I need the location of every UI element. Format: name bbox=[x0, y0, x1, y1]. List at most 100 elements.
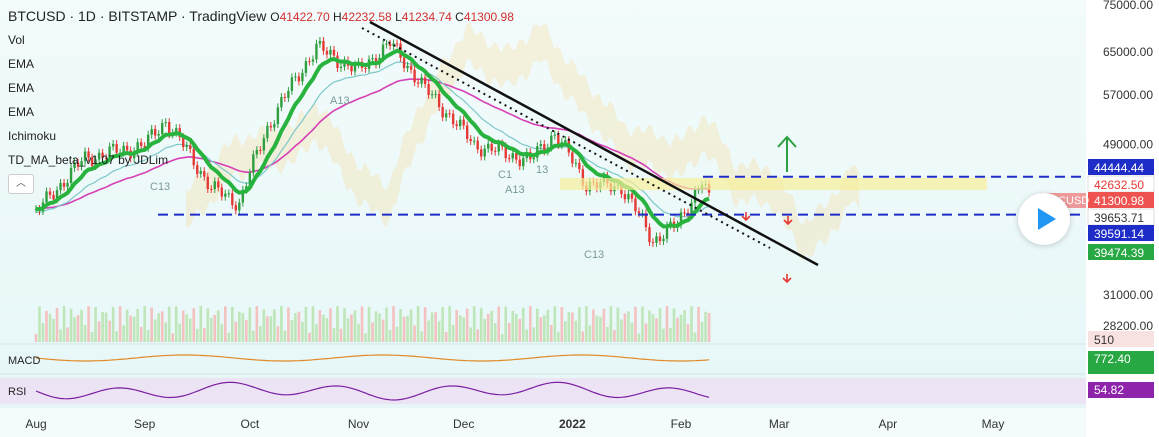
candle bbox=[564, 140, 567, 143]
candle bbox=[451, 113, 455, 125]
x-tick-label: Aug bbox=[25, 417, 46, 431]
candle bbox=[227, 193, 231, 195]
annotation: C13 bbox=[584, 249, 604, 261]
macd-value-bg bbox=[1088, 351, 1154, 367]
volume-bar bbox=[273, 309, 276, 342]
price-label: 39591.14 bbox=[1094, 227, 1144, 241]
candle bbox=[311, 59, 315, 62]
candle bbox=[297, 76, 301, 82]
volume-bar bbox=[262, 309, 266, 342]
volume-bar bbox=[700, 321, 704, 342]
candle bbox=[441, 107, 444, 118]
indicator-ichimoku[interactable]: Ichimoku bbox=[8, 129, 57, 143]
volume-bar bbox=[476, 329, 479, 342]
indicator-ema[interactable]: EMA bbox=[8, 81, 35, 95]
candle bbox=[48, 191, 52, 195]
price-label-bg bbox=[1088, 159, 1154, 175]
volume-bar bbox=[213, 314, 217, 342]
volume-bar bbox=[188, 318, 192, 342]
volume-bar bbox=[528, 306, 532, 342]
candle bbox=[690, 202, 693, 216]
symbol[interactable]: BTCUSD bbox=[8, 8, 66, 24]
volume-bar bbox=[409, 309, 413, 342]
volume-bar bbox=[388, 330, 392, 342]
candle bbox=[388, 43, 392, 46]
x-tick-label: Sep bbox=[134, 417, 156, 431]
volume-bar bbox=[223, 306, 227, 342]
candle bbox=[490, 143, 493, 151]
volume-bar bbox=[490, 310, 494, 342]
indicator-td-ma[interactable]: TD_MA_beta_v1.07 by JDLim bbox=[8, 153, 169, 167]
candle bbox=[637, 211, 641, 214]
volume-bar bbox=[104, 312, 108, 342]
candle bbox=[52, 194, 55, 200]
macd-value2-bg bbox=[1088, 367, 1154, 374]
candle bbox=[259, 149, 262, 151]
volume-bar bbox=[216, 310, 220, 342]
candle bbox=[557, 134, 560, 146]
volume-bar bbox=[500, 333, 504, 342]
volume-bar bbox=[283, 330, 287, 342]
collapse-indicators-icon[interactable]: ︿ bbox=[8, 174, 34, 194]
volume-bar bbox=[392, 306, 395, 342]
volume-bar bbox=[62, 306, 66, 342]
indicator-vol[interactable]: Vol bbox=[8, 33, 25, 47]
volume-bar bbox=[294, 312, 297, 342]
volume-bar bbox=[564, 321, 567, 342]
candle bbox=[350, 65, 353, 72]
ema-line bbox=[35, 78, 710, 210]
volume-bar bbox=[511, 310, 515, 342]
candle bbox=[497, 143, 500, 152]
candle bbox=[66, 183, 69, 187]
candle bbox=[325, 50, 329, 55]
candle bbox=[276, 107, 280, 125]
indicator-ema[interactable]: EMA bbox=[8, 105, 35, 119]
play-icon[interactable] bbox=[1018, 193, 1070, 245]
volume-bar bbox=[574, 320, 578, 342]
x-tick-label: Oct bbox=[240, 417, 259, 431]
interval[interactable]: 1D bbox=[78, 8, 96, 24]
time-axis bbox=[0, 408, 1086, 437]
volume-bar bbox=[231, 306, 234, 342]
candle bbox=[255, 149, 259, 155]
volume-bar bbox=[346, 318, 350, 342]
volume-bar bbox=[101, 312, 104, 342]
candle bbox=[55, 190, 59, 200]
candle bbox=[518, 159, 521, 167]
candle bbox=[294, 76, 297, 78]
candle bbox=[304, 61, 308, 73]
volume-bar bbox=[83, 324, 87, 342]
volume-bar bbox=[658, 308, 662, 342]
volume-bar bbox=[704, 311, 707, 342]
volume-bar bbox=[290, 320, 294, 342]
volume-bar bbox=[234, 321, 238, 342]
volume-bar bbox=[399, 308, 402, 342]
down-arrow-icon bbox=[782, 274, 792, 284]
volume-bar bbox=[80, 309, 83, 342]
indicator-ema[interactable]: EMA bbox=[8, 57, 35, 71]
volume-bar bbox=[59, 329, 62, 342]
annotation: A13 bbox=[330, 95, 350, 107]
y-tick-label: 31000.00 bbox=[1103, 288, 1153, 302]
volume-bar bbox=[644, 323, 648, 342]
volume-bar bbox=[167, 306, 171, 342]
volume-bar bbox=[322, 314, 325, 342]
x-tick-label: 2022 bbox=[559, 417, 586, 431]
candle bbox=[662, 238, 665, 242]
volume-bar bbox=[381, 319, 385, 342]
volume-bar bbox=[557, 331, 560, 342]
candle bbox=[430, 94, 434, 96]
volume-bar bbox=[259, 326, 262, 342]
candle bbox=[658, 236, 662, 242]
volume-bar bbox=[364, 333, 367, 342]
candle bbox=[385, 43, 388, 45]
candle bbox=[655, 236, 658, 243]
volume-bar bbox=[521, 307, 525, 342]
volume-bar bbox=[157, 313, 160, 342]
volume-bar bbox=[174, 306, 178, 342]
candle bbox=[157, 133, 160, 136]
candle bbox=[213, 181, 216, 190]
candle bbox=[392, 43, 395, 46]
volume-bar bbox=[206, 308, 210, 342]
